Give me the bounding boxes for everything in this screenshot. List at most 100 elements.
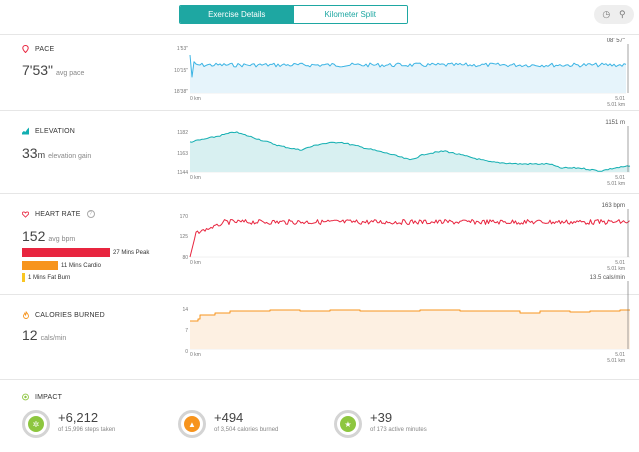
elevation-x-end-km: 5.01 km xyxy=(607,181,625,187)
heart-rate-x-end-km: 5.01 km xyxy=(607,266,625,272)
impact-section-label: IMPACT xyxy=(22,393,62,401)
elevation-x-start: 0 km xyxy=(190,175,201,181)
calories-ytick: 7 xyxy=(185,328,188,334)
heart-rate-peak-label: 163 bpm xyxy=(602,203,625,209)
pace-pin-icon xyxy=(22,45,29,53)
calories-ytick: 0 xyxy=(185,349,188,355)
calories-x-end-km: 5.01 km xyxy=(607,358,625,364)
divider xyxy=(0,379,639,380)
zone-fat-burn: 1 Mins Fat Burn xyxy=(22,273,70,282)
pace-label: PACE xyxy=(35,45,55,53)
elevation-label: ELEVATION xyxy=(35,127,76,135)
view-toggle: ◷ ⚲ xyxy=(594,5,634,24)
pace-ytick: 10'15" xyxy=(174,68,188,74)
pace-x-start: 0 km xyxy=(190,96,201,102)
pace-line xyxy=(189,54,627,78)
heart-rate-label: HEART RATE xyxy=(35,210,81,218)
heart-rate-line xyxy=(189,219,630,258)
runner-icon: ★ xyxy=(340,416,356,432)
location-pin-icon[interactable]: ⚲ xyxy=(619,9,626,19)
heart-rate-value: 152 avg bpm xyxy=(22,228,75,244)
active-minutes-ring: ★ xyxy=(334,410,362,438)
calories-impact-value: +494 xyxy=(214,410,244,425)
pace-value: 7'53" avg pace xyxy=(22,62,84,78)
elevation-value: 33m elevation gain xyxy=(22,145,91,161)
tab-kilometer-split[interactable]: Kilometer Split xyxy=(293,6,407,23)
pace-peak-label: 08' 57" xyxy=(607,38,625,44)
calories-unit: cals/min xyxy=(40,335,67,342)
pace-section-label: PACE xyxy=(22,45,54,53)
elevation-gain: 33 xyxy=(22,145,38,161)
steps-ring: ✲ xyxy=(22,410,50,438)
heart-rate-ytick: 170 xyxy=(180,214,189,220)
elevation-x-end: 5.01 xyxy=(615,175,625,181)
view-tabs: Exercise Details Kilometer Split xyxy=(179,5,408,24)
elevation-line xyxy=(189,131,631,172)
pace-ytick: 18'38" xyxy=(174,89,188,95)
pace-chart[interactable]: 1'53" 10'15" 18'38" 08' 57" 0 km 5.01 5.01 km xyxy=(160,38,632,106)
pace-x-end: 5.01 xyxy=(615,96,625,102)
heart-icon xyxy=(22,210,29,218)
zone-fat-burn-label: 1 Mins Fat Burn xyxy=(28,274,71,281)
elevation-ytick: 1182 xyxy=(177,130,188,136)
pace-x-end-km: 5.01 km xyxy=(607,102,625,106)
calories-impact-sub: of 3,504 calories burned xyxy=(214,427,279,433)
divider xyxy=(0,193,639,194)
heart-rate-x-start: 0 km xyxy=(190,260,201,266)
heart-rate-ytick: 125 xyxy=(180,234,189,240)
flame-icon: ▲ xyxy=(184,416,200,432)
target-icon xyxy=(22,393,29,401)
calories-section-label: CALORIES BURNED xyxy=(22,311,105,319)
divider xyxy=(0,294,639,295)
heart-rate-x-end: 5.01 xyxy=(615,260,625,266)
zone-fat-burn-bar xyxy=(22,273,25,282)
active-minutes-sub: of 173 active minutes xyxy=(370,427,427,433)
flame-icon xyxy=(22,311,29,319)
pace-unit: avg pace xyxy=(56,70,85,77)
pace-avg: 7'53" xyxy=(22,62,54,78)
calories-value: 12 cals/min xyxy=(22,327,66,343)
elevation-ytick: 1144 xyxy=(177,170,188,176)
steps-sub: of 15,996 steps taken xyxy=(58,427,116,433)
footsteps-icon: ✲ xyxy=(28,416,44,432)
heart-rate-unit: avg bpm xyxy=(48,236,76,243)
calories-ring: ▲ xyxy=(178,410,206,438)
heart-rate-section-label: HEART RATE ? xyxy=(22,210,95,218)
zone-cardio-label: 11 Mins Cardio xyxy=(61,262,101,269)
zone-peak-bar xyxy=(22,248,110,257)
elevation-chart[interactable]: 1182 1163 1144 1151 m 0 km 5.01 5.01 km xyxy=(160,116,632,190)
impact-calories: ▲ +494 of 3,504 calories burned xyxy=(178,410,278,438)
info-icon[interactable]: ? xyxy=(86,210,95,218)
zone-cardio: 11 Mins Cardio xyxy=(22,261,101,270)
active-minutes-value: +39 xyxy=(370,410,393,425)
elevation-section-label: ELEVATION xyxy=(22,127,75,135)
calories-x-end: 5.01 xyxy=(615,352,625,358)
divider xyxy=(0,110,639,111)
heart-rate-chart[interactable]: 170 125 80 163 bpm 0 km 5.01 5.01 km xyxy=(160,199,632,275)
zone-cardio-bar xyxy=(22,261,58,270)
elevation-ytick: 1163 xyxy=(177,151,188,157)
calories-label: CALORIES BURNED xyxy=(35,311,105,319)
mountain-icon xyxy=(22,127,29,135)
calories-ytick: 14 xyxy=(182,307,188,313)
heart-rate-avg: 152 xyxy=(22,228,46,244)
calories-line xyxy=(190,309,630,322)
pace-ytick: 1'53" xyxy=(177,46,188,52)
impact-label: IMPACT xyxy=(35,393,63,401)
zone-peak-label: 27 Mins Peak xyxy=(113,249,150,256)
heart-rate-ytick: 80 xyxy=(182,255,188,261)
calories-area xyxy=(190,310,630,349)
calories-chart[interactable]: 14 7 0 13.5 cals/min 0 km 5.01 5.01 km xyxy=(160,271,632,369)
elevation-unit: elevation gain xyxy=(48,153,92,160)
steps-value: +6,212 xyxy=(58,410,99,425)
tab-exercise-details[interactable]: Exercise Details xyxy=(180,6,294,23)
calories-x-start: 0 km xyxy=(190,352,201,358)
zone-peak: 27 Mins Peak xyxy=(22,248,149,257)
impact-active-minutes: ★ +39 of 173 active minutes xyxy=(334,410,427,438)
clock-icon[interactable]: ◷ xyxy=(602,9,611,19)
elevation-peak-label: 1151 m xyxy=(605,120,625,126)
calories-avg: 12 xyxy=(22,327,38,343)
pace-area xyxy=(190,55,626,93)
elevation-gain-unit: m xyxy=(37,150,46,160)
elevation-area xyxy=(190,131,630,172)
